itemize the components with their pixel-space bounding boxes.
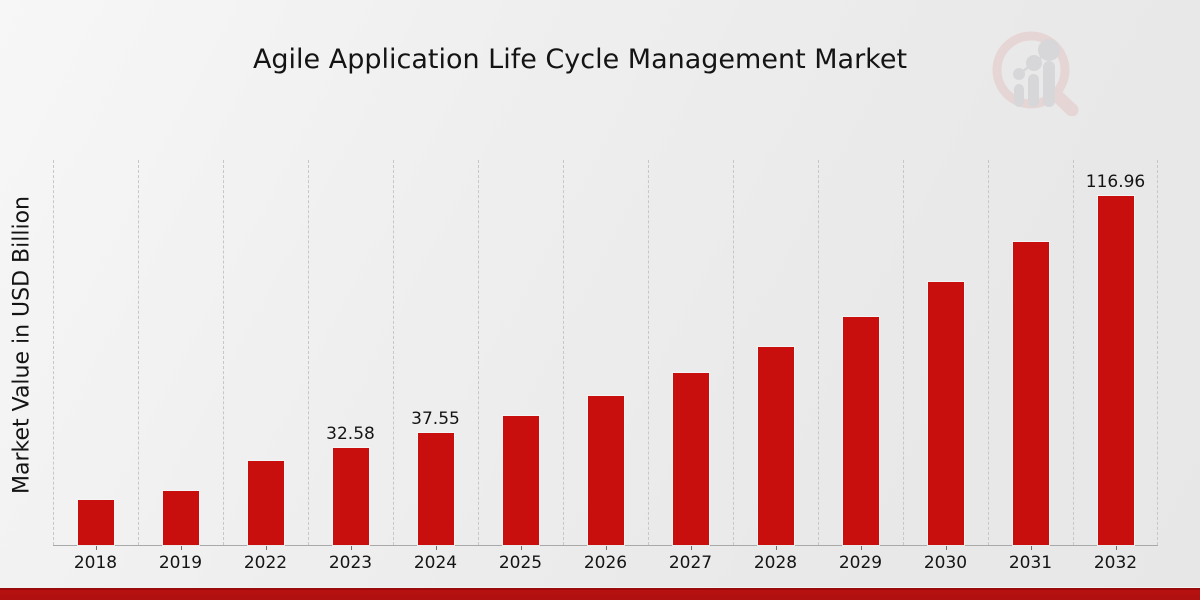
- x-tick: [945, 546, 947, 550]
- gridline: [308, 160, 309, 545]
- x-tick: [1115, 546, 1117, 550]
- x-tick-label-2025: 2025: [498, 553, 543, 573]
- gridline: [903, 160, 904, 545]
- x-tick: [520, 546, 522, 550]
- bar-2023: [332, 448, 369, 545]
- bar-value-label-2032: 116.96: [1085, 172, 1146, 192]
- bar-2029: [842, 317, 879, 545]
- x-tick-label-2027: 2027: [668, 553, 713, 573]
- plot-area: 32.58 37.55 116.96: [53, 160, 1158, 546]
- gridline: [818, 160, 819, 545]
- bar-2032: [1097, 196, 1134, 545]
- x-tick-label-2024: 2024: [413, 553, 458, 573]
- bar-2022: [247, 461, 284, 545]
- bar-2031: [1012, 242, 1049, 545]
- x-tick: [860, 546, 862, 550]
- x-tick: [775, 546, 777, 550]
- x-tick-label-2026: 2026: [583, 553, 628, 573]
- x-tick-label-2018: 2018: [73, 553, 118, 573]
- gridline: [53, 160, 54, 545]
- x-tick-label-2022: 2022: [243, 553, 288, 573]
- gridline: [1073, 160, 1074, 545]
- x-axis-line: [53, 545, 1158, 546]
- x-tick: [605, 546, 607, 550]
- gridline: [563, 160, 564, 545]
- x-tick: [690, 546, 692, 550]
- gridline: [393, 160, 394, 545]
- magnifier-bar-chart-logo-icon: [992, 31, 1079, 116]
- x-axis: 2018 2019 2022 2023 2024 2025 2026 2027 2028 2029…: [53, 545, 1158, 581]
- gridline: [478, 160, 479, 545]
- x-tick-label-2023: 2023: [328, 553, 373, 573]
- bar-2019: [162, 491, 199, 545]
- bar-2027: [672, 373, 709, 545]
- x-tick-label-2031: 2031: [1008, 553, 1053, 573]
- chart-title: Agile Application Life Cycle Management …: [252, 44, 908, 75]
- y-axis-label: Market Value in USD Billion: [9, 195, 35, 495]
- x-tick-label-2032: 2032: [1093, 553, 1138, 573]
- gridline: [733, 160, 734, 545]
- bar-2026: [587, 396, 624, 545]
- gridline: [138, 160, 139, 545]
- x-tick: [435, 546, 437, 550]
- x-tick: [1030, 546, 1032, 550]
- x-tick-label-2028: 2028: [753, 553, 798, 573]
- x-tick-label-2019: 2019: [158, 553, 203, 573]
- bar-value-label-2023: 32.58: [326, 424, 375, 444]
- bar-value-label-2024: 37.55: [411, 409, 460, 429]
- bar-2028: [757, 347, 794, 545]
- gridline: [988, 160, 989, 545]
- bar-2024: [417, 433, 454, 545]
- x-tick: [265, 546, 267, 550]
- gridline: [1157, 160, 1158, 545]
- bar-2018: [77, 500, 114, 545]
- bar-2030: [927, 282, 964, 545]
- x-tick: [350, 546, 352, 550]
- x-tick: [180, 546, 182, 550]
- gridline: [648, 160, 649, 545]
- x-tick: [95, 546, 97, 550]
- x-tick-label-2030: 2030: [923, 553, 968, 573]
- gridline: [223, 160, 224, 545]
- x-tick-label-2029: 2029: [838, 553, 883, 573]
- bar-2025: [502, 416, 539, 545]
- footer-red-band: [0, 587, 1200, 600]
